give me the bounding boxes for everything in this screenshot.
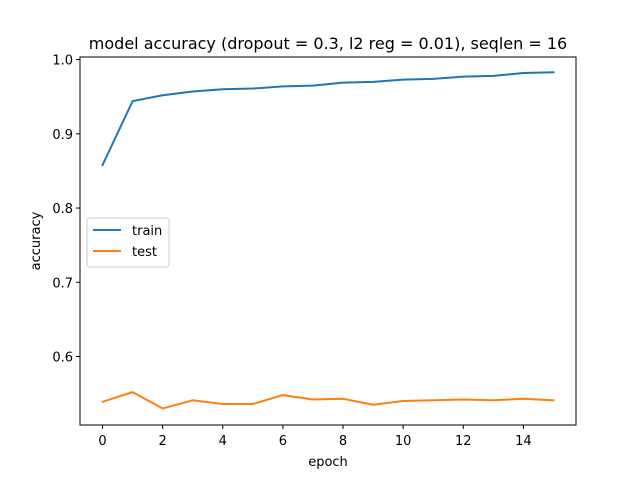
chart-title: model accuracy (dropout = 0.3, l2 reg = … bbox=[89, 34, 567, 53]
y-tick-label: 0.6 bbox=[52, 350, 73, 365]
y-axis: 0.6 0.7 0.8 0.9 1.0 bbox=[52, 54, 80, 365]
x-tick-label: 10 bbox=[395, 434, 412, 449]
y-tick-label: 1.0 bbox=[52, 54, 73, 69]
x-tick-label: 4 bbox=[219, 434, 227, 449]
y-tick-label: 0.7 bbox=[52, 276, 73, 291]
x-tick-label: 6 bbox=[279, 434, 287, 449]
legend-label-train: train bbox=[132, 224, 162, 239]
x-tick-label: 14 bbox=[515, 434, 532, 449]
x-axis-label: epoch bbox=[308, 455, 348, 470]
series-line-train bbox=[101, 71, 555, 167]
legend-label-test: test bbox=[132, 245, 157, 260]
y-axis-label: accuracy bbox=[29, 211, 44, 270]
legend: train test bbox=[86, 217, 170, 268]
series-line-test bbox=[101, 391, 555, 410]
y-tick-label: 0.8 bbox=[52, 202, 73, 217]
x-tick-label: 2 bbox=[159, 434, 167, 449]
x-axis: 0 2 4 6 8 10 12 14 bbox=[98, 425, 532, 449]
x-tick-label: 8 bbox=[339, 434, 347, 449]
plot-frame bbox=[79, 56, 577, 426]
x-tick-label: 12 bbox=[455, 434, 472, 449]
y-tick-label: 0.9 bbox=[52, 128, 73, 143]
series-layer bbox=[101, 71, 555, 410]
x-tick-label: 0 bbox=[98, 434, 106, 449]
